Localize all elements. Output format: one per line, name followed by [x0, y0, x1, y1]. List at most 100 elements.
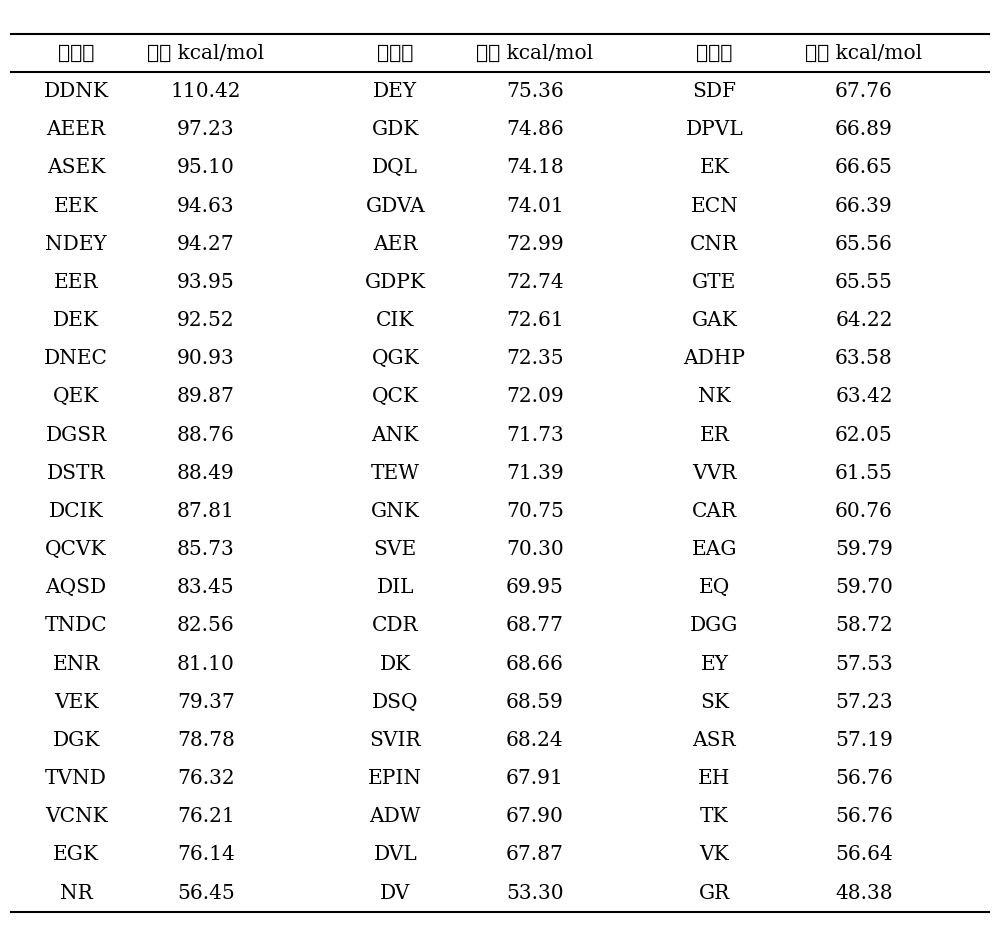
Text: DGK: DGK	[52, 731, 100, 750]
Text: ASR: ASR	[693, 731, 736, 750]
Text: DCIK: DCIK	[49, 502, 103, 521]
Text: AQSD: AQSD	[46, 578, 107, 597]
Text: 76.14: 76.14	[177, 846, 235, 865]
Text: DVL: DVL	[373, 846, 417, 865]
Text: 76.32: 76.32	[177, 770, 235, 788]
Text: TVND: TVND	[45, 770, 107, 788]
Text: 67.90: 67.90	[506, 807, 564, 826]
Text: 56.76: 56.76	[835, 807, 893, 826]
Text: EQ: EQ	[699, 578, 730, 597]
Text: 93.95: 93.95	[177, 273, 235, 292]
Text: DSTR: DSTR	[47, 463, 105, 482]
Text: CIK: CIK	[376, 311, 415, 330]
Text: DSQ: DSQ	[372, 692, 419, 712]
Text: DEK: DEK	[53, 311, 99, 330]
Text: 66.65: 66.65	[835, 158, 893, 177]
Text: 53.30: 53.30	[506, 884, 564, 902]
Text: 肽序列: 肽序列	[696, 44, 733, 63]
Text: ASEK: ASEK	[47, 158, 105, 177]
Text: EAG: EAG	[692, 540, 737, 560]
Text: GNK: GNK	[371, 502, 420, 521]
Text: 67.76: 67.76	[835, 82, 893, 101]
Text: 肽序列: 肽序列	[377, 44, 413, 63]
Text: DQL: DQL	[372, 158, 418, 177]
Text: SK: SK	[700, 692, 729, 712]
Text: SVIR: SVIR	[369, 731, 421, 750]
Text: 71.73: 71.73	[506, 426, 564, 445]
Text: 57.23: 57.23	[835, 692, 893, 712]
Text: DEY: DEY	[373, 82, 417, 101]
Text: 72.09: 72.09	[506, 387, 564, 406]
Text: 48.38: 48.38	[835, 884, 893, 902]
Text: 65.55: 65.55	[835, 273, 893, 292]
Text: 110.42: 110.42	[171, 82, 241, 101]
Text: 74.01: 74.01	[506, 197, 564, 216]
Text: 68.24: 68.24	[506, 731, 564, 750]
Text: NDEY: NDEY	[45, 235, 107, 253]
Text: 72.35: 72.35	[506, 349, 564, 368]
Text: VEK: VEK	[54, 692, 98, 712]
Text: TNDC: TNDC	[45, 616, 107, 636]
Text: DGSR: DGSR	[46, 426, 107, 445]
Text: 67.91: 67.91	[506, 770, 564, 788]
Text: DNEC: DNEC	[44, 349, 108, 368]
Text: 88.76: 88.76	[177, 426, 235, 445]
Text: 能量 kcal/mol: 能量 kcal/mol	[805, 44, 923, 63]
Text: DK: DK	[380, 655, 411, 674]
Text: 94.63: 94.63	[177, 197, 235, 216]
Text: CDR: CDR	[372, 616, 419, 636]
Text: ECN: ECN	[691, 197, 738, 216]
Text: 74.18: 74.18	[506, 158, 564, 177]
Text: QGK: QGK	[371, 349, 419, 368]
Text: 65.56: 65.56	[835, 235, 893, 253]
Text: 66.89: 66.89	[835, 121, 893, 139]
Text: 64.22: 64.22	[835, 311, 893, 330]
Text: 57.53: 57.53	[835, 655, 893, 674]
Text: 58.72: 58.72	[835, 616, 893, 636]
Text: 66.39: 66.39	[835, 197, 893, 216]
Text: GAK: GAK	[691, 311, 737, 330]
Text: 87.81: 87.81	[177, 502, 235, 521]
Text: 72.61: 72.61	[506, 311, 564, 330]
Text: QEK: QEK	[53, 387, 99, 406]
Text: 83.45: 83.45	[177, 578, 235, 597]
Text: 75.36: 75.36	[506, 82, 564, 101]
Text: NK: NK	[698, 387, 731, 406]
Text: GDVA: GDVA	[365, 197, 425, 216]
Text: 60.76: 60.76	[835, 502, 893, 521]
Text: CAR: CAR	[692, 502, 737, 521]
Text: TEW: TEW	[371, 463, 420, 482]
Text: EGK: EGK	[53, 846, 99, 865]
Text: 72.74: 72.74	[506, 273, 564, 292]
Text: EER: EER	[54, 273, 98, 292]
Text: CNR: CNR	[690, 235, 738, 253]
Text: 67.87: 67.87	[506, 846, 564, 865]
Text: NR: NR	[60, 884, 93, 902]
Text: ENR: ENR	[52, 655, 100, 674]
Text: 90.93: 90.93	[177, 349, 235, 368]
Text: DV: DV	[380, 884, 410, 902]
Text: EPIN: EPIN	[368, 770, 422, 788]
Text: 76.21: 76.21	[177, 807, 235, 826]
Text: 61.55: 61.55	[835, 463, 893, 482]
Text: EY: EY	[700, 655, 728, 674]
Text: 56.45: 56.45	[177, 884, 235, 902]
Text: 能量 kcal/mol: 能量 kcal/mol	[476, 44, 593, 63]
Text: 97.23: 97.23	[177, 121, 235, 139]
Text: DIL: DIL	[377, 578, 414, 597]
Text: 69.95: 69.95	[506, 578, 564, 597]
Text: 56.76: 56.76	[835, 770, 893, 788]
Text: 56.64: 56.64	[835, 846, 893, 865]
Text: ADW: ADW	[370, 807, 421, 826]
Text: 74.86: 74.86	[506, 121, 564, 139]
Text: 81.10: 81.10	[177, 655, 235, 674]
Text: 88.49: 88.49	[177, 463, 235, 482]
Text: 68.66: 68.66	[506, 655, 564, 674]
Text: QCK: QCK	[372, 387, 419, 406]
Text: ANK: ANK	[372, 426, 419, 445]
Text: ADHP: ADHP	[683, 349, 745, 368]
Text: AEER: AEER	[47, 121, 106, 139]
Text: 62.05: 62.05	[835, 426, 893, 445]
Text: EH: EH	[698, 770, 731, 788]
Text: 59.79: 59.79	[835, 540, 893, 560]
